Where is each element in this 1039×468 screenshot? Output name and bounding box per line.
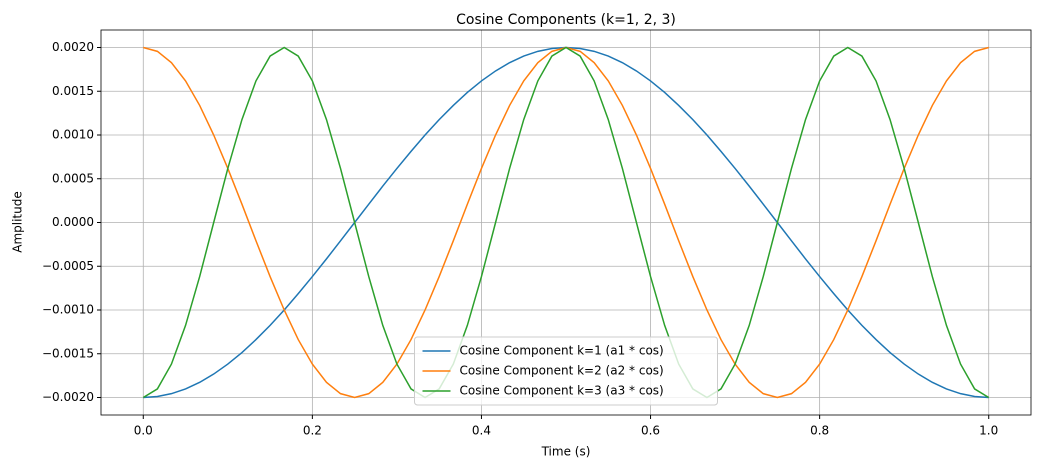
- y-tick-label: −0.0020: [42, 390, 94, 404]
- x-tick-label: 0.0: [134, 424, 153, 438]
- x-tick-label: 0.6: [641, 424, 660, 438]
- y-tick-label: 0.0005: [52, 171, 94, 185]
- x-tick-label: 0.8: [810, 424, 829, 438]
- legend-label: Cosine Component k=2 (a2 * cos): [460, 364, 664, 378]
- series-line: [142, 46, 990, 399]
- y-tick-label: −0.0005: [42, 259, 94, 273]
- y-tick-label: 0.0015: [52, 84, 94, 98]
- y-tick-label: 0.0010: [52, 128, 94, 142]
- chart-title: Cosine Components (k=1, 2, 3): [456, 12, 676, 28]
- plot-frame: [100, 29, 1032, 416]
- y-axis-label: Amplitude: [11, 191, 25, 253]
- legend: Cosine Component k=1 (a1 * cos) Cosine Co…: [414, 336, 718, 406]
- y-tick-label: 0.0020: [52, 40, 94, 54]
- y-tick-label: 0.0000: [52, 215, 94, 229]
- legend-box: [414, 336, 718, 406]
- x-tick-label: 0.2: [303, 424, 322, 438]
- x-axis-label: Time (s): [541, 445, 591, 459]
- legend-label: Cosine Component k=3 (a3 * cos): [460, 384, 664, 398]
- y-tick-label: −0.0010: [42, 303, 94, 317]
- y-tick-label: −0.0015: [42, 346, 94, 360]
- x-tick-label: 0.4: [472, 424, 491, 438]
- x-tick-label: 1.0: [979, 424, 998, 438]
- legend-label: Cosine Component k=1 (a1 * cos): [460, 344, 664, 358]
